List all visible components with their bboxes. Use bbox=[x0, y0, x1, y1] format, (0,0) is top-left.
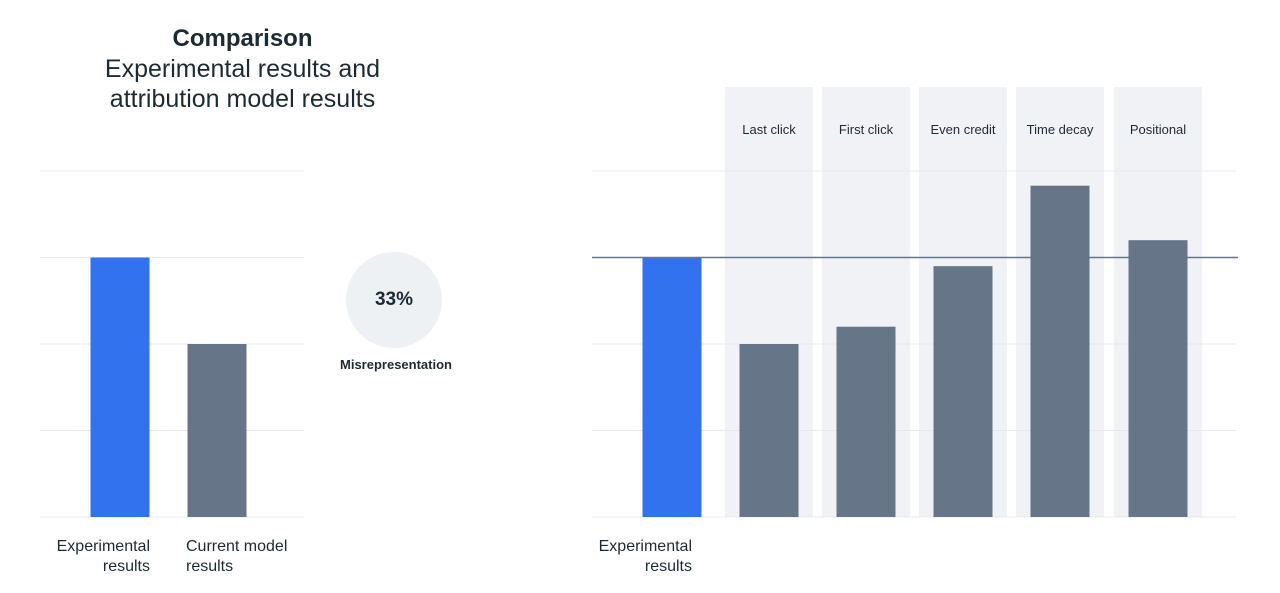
misrepresentation-value: 33% bbox=[374, 289, 414, 310]
right-bar-5 bbox=[1128, 240, 1188, 517]
model-column-label-2: First click bbox=[839, 122, 894, 137]
misrepresentation-label: Misrepresentation bbox=[340, 357, 452, 372]
chart-subtitle: Experimental results and attribution mod… bbox=[104, 55, 381, 113]
model-column-label-3: Even credit bbox=[930, 122, 995, 137]
right-bar-2 bbox=[836, 326, 896, 517]
model-column-label-5: Positional bbox=[1130, 122, 1186, 137]
left-bar-0 bbox=[90, 257, 150, 517]
right-x-label-0: Experimental results bbox=[598, 538, 692, 575]
right-bar-1 bbox=[739, 344, 799, 517]
misrepresentation-badge: 33% bbox=[346, 252, 442, 348]
right-bar-0 bbox=[642, 257, 702, 517]
right-bar-3 bbox=[933, 266, 993, 517]
right-bar-4 bbox=[1030, 185, 1090, 517]
left-x-label-1: Current model results bbox=[186, 538, 288, 575]
model-column-label-4: Time decay bbox=[1027, 122, 1094, 137]
chart-title: Comparison bbox=[172, 25, 313, 52]
left-x-label-0: Experimental results bbox=[56, 538, 150, 575]
left-bar-1 bbox=[187, 344, 247, 517]
chart-title-block: Comparison Experimental results and attr… bbox=[70, 24, 415, 114]
model-column-label-1: Last click bbox=[742, 122, 796, 137]
